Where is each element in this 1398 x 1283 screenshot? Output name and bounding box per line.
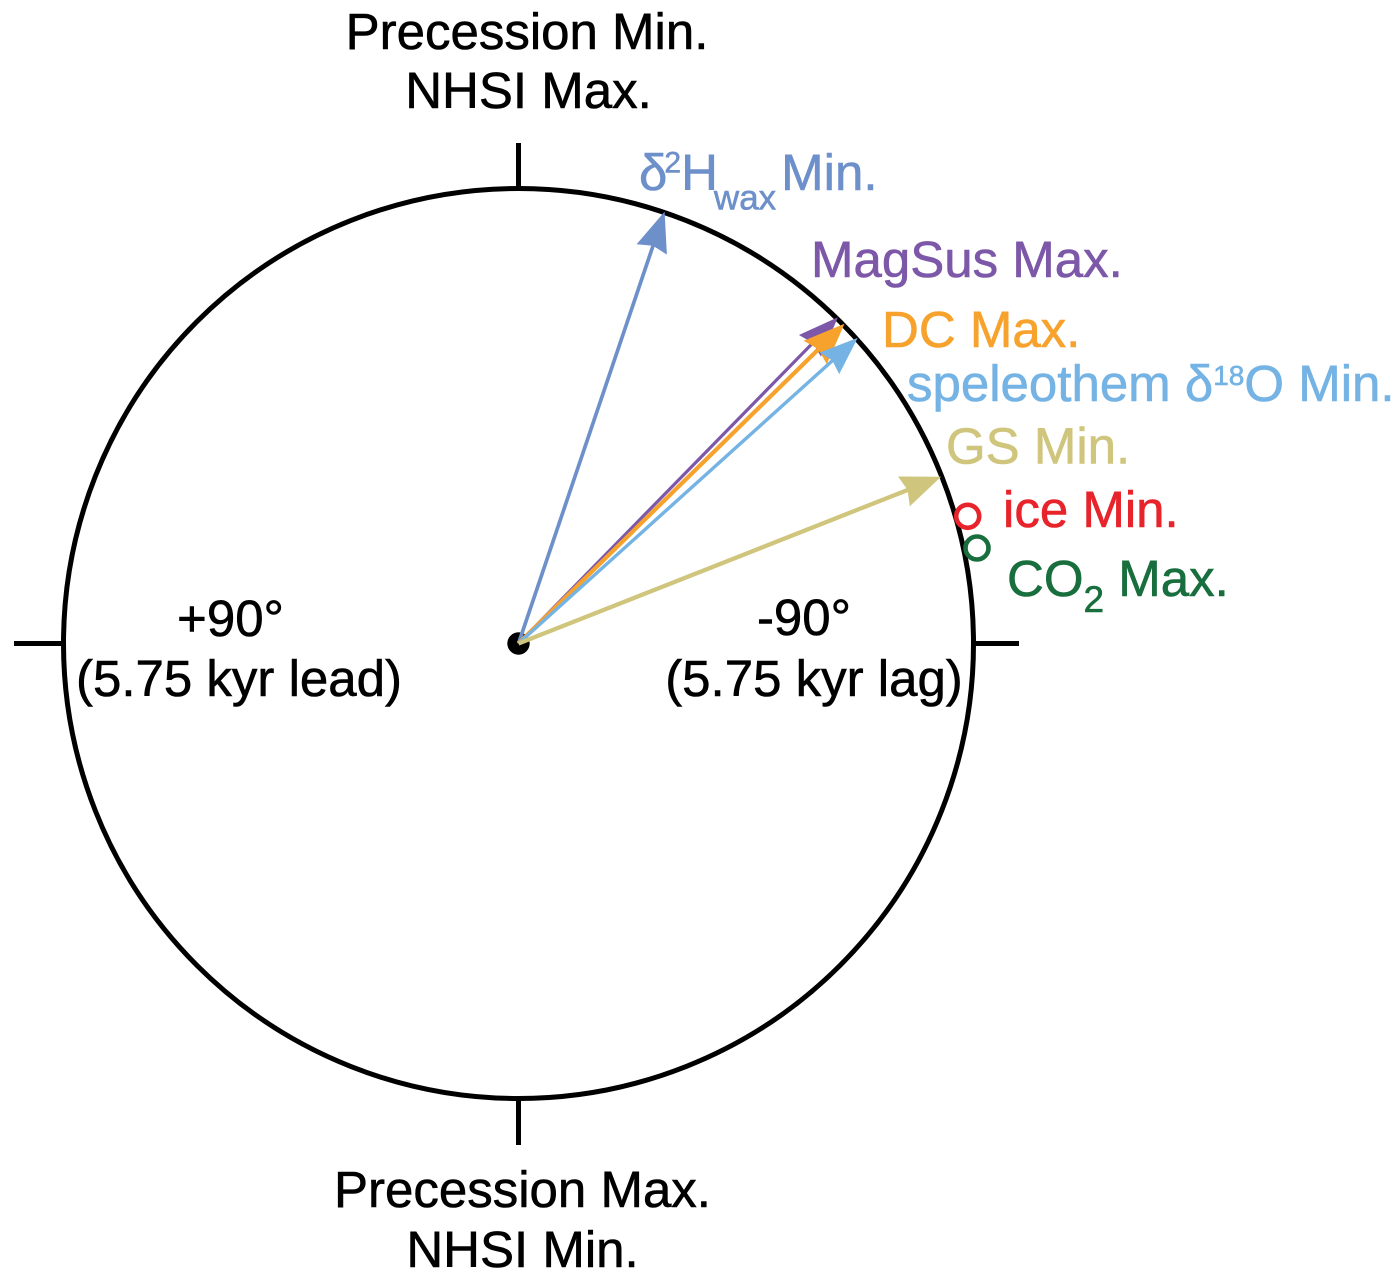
svg-text:+90°: +90° <box>177 590 284 647</box>
svg-text:GS Min.: GS Min. <box>946 418 1130 475</box>
svg-text:MagSus Max.: MagSus Max. <box>811 231 1123 288</box>
svg-text:Precession Max.: Precession Max. <box>334 1161 711 1218</box>
svg-text:NHSI Max.: NHSI Max. <box>405 62 652 119</box>
svg-text:speleothem δ18O Min.: speleothem δ18O Min. <box>907 355 1395 412</box>
svg-text:(5.75 kyr lag): (5.75 kyr lag) <box>665 650 963 707</box>
svg-text:-90°: -90° <box>757 589 851 646</box>
svg-text:(5.75 kyr lead): (5.75 kyr lead) <box>76 650 402 707</box>
svg-text:NHSI Min.: NHSI Min. <box>406 1221 638 1278</box>
svg-text:Precession Min.: Precession Min. <box>346 3 709 60</box>
svg-text:DC Max.: DC Max. <box>882 301 1080 358</box>
svg-text:ice Min.: ice Min. <box>1003 481 1179 538</box>
